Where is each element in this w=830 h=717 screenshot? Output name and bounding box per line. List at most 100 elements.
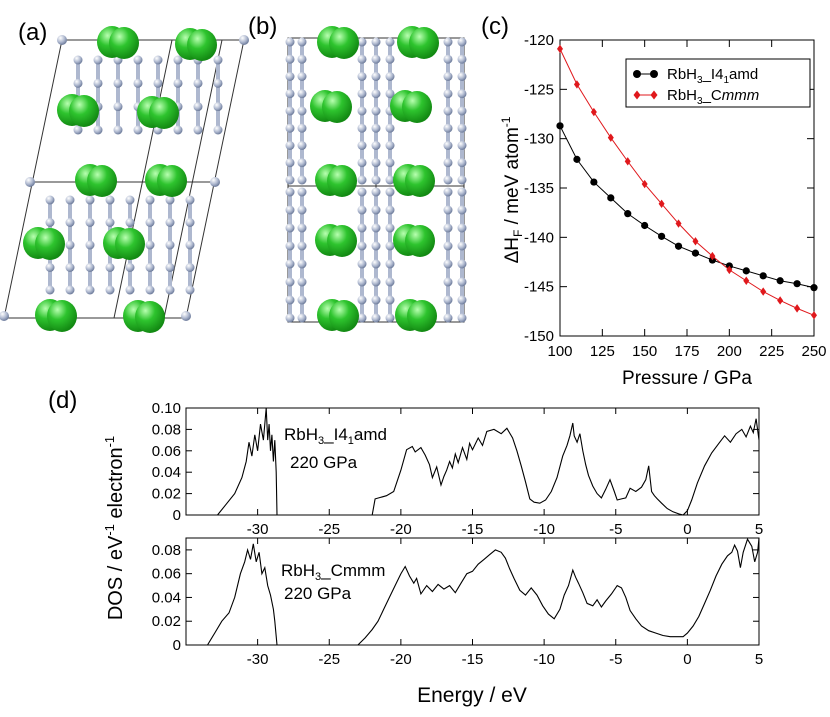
rb-atom xyxy=(329,27,359,59)
x-tick-label-d: -5 xyxy=(609,521,622,538)
dos-curve-i41amd xyxy=(217,407,760,516)
x-tick-label-d: 0 xyxy=(683,651,691,668)
h-atom xyxy=(457,141,467,150)
h-atom xyxy=(297,259,307,269)
data-point-cmmm xyxy=(607,133,614,142)
dos-chart-cmmm: -30 -25 -20 -15 -10 -5 0 5 0 0.02 0.04 0.06 0.08 RbH… xyxy=(152,537,763,707)
h-atom xyxy=(457,205,467,215)
x-tick-label-c: 150 xyxy=(632,343,657,360)
rb-atom xyxy=(109,27,139,59)
h-atom xyxy=(371,277,381,287)
y-tick-label-d: 0.10 xyxy=(152,400,181,417)
rb-atom xyxy=(87,165,117,197)
data-point-cmmm xyxy=(743,276,750,285)
dos-segment xyxy=(357,537,760,646)
h-atom xyxy=(357,106,367,116)
dos-curve-cmmm xyxy=(207,537,760,646)
legend-marker-cmmm xyxy=(650,90,658,100)
x-tick-label-d: -10 xyxy=(533,651,555,668)
h-atom xyxy=(443,175,453,185)
h-atom xyxy=(443,223,453,233)
h-atom xyxy=(443,89,453,99)
h-atom xyxy=(371,106,381,116)
h-atom xyxy=(371,223,381,233)
data-point-cmmm xyxy=(709,251,716,261)
h-atom xyxy=(443,123,453,133)
h-atom xyxy=(185,263,195,272)
h-atom xyxy=(371,313,381,323)
h-atom xyxy=(297,313,307,323)
rb-atom xyxy=(322,91,352,123)
h-atom xyxy=(443,158,453,168)
x-tick-label-c: 175 xyxy=(674,343,699,360)
h-atom xyxy=(93,125,103,135)
h-atom xyxy=(285,72,295,81)
h-atom xyxy=(297,295,307,305)
h-atom xyxy=(285,89,295,99)
h-atom xyxy=(385,123,395,133)
y-tick-label-c: -120 xyxy=(524,32,554,49)
h-atom xyxy=(443,106,453,116)
h-atom xyxy=(105,285,115,295)
h-atom xyxy=(357,241,367,251)
data-point-i41amd xyxy=(691,249,700,257)
rb-atom xyxy=(327,225,357,257)
y-tick-label-d: 0.08 xyxy=(152,421,181,438)
h-atom xyxy=(357,175,367,185)
x-tick-label-c: 100 xyxy=(547,343,572,360)
h-atom xyxy=(457,37,467,47)
h-atom xyxy=(173,125,183,135)
h-atom xyxy=(45,285,55,295)
h-atom xyxy=(193,102,203,112)
h-atom xyxy=(443,259,453,269)
h-atom xyxy=(297,141,307,150)
data-point-i41amd xyxy=(590,178,598,186)
h-atom xyxy=(85,195,95,205)
h-atom xyxy=(133,125,143,135)
h-atom xyxy=(457,72,467,81)
data-point-i41amd xyxy=(776,277,784,285)
data-point-cmmm xyxy=(557,44,563,54)
data-point-cmmm xyxy=(760,287,767,296)
h-atom xyxy=(297,187,307,197)
h-atom xyxy=(85,218,95,227)
h-atom xyxy=(371,205,381,215)
h-atom xyxy=(385,175,395,185)
h-atom xyxy=(105,195,115,205)
y-tick-label-d: 0.02 xyxy=(152,486,181,503)
h-atom xyxy=(285,205,295,215)
h-atom xyxy=(443,141,453,150)
h-atom xyxy=(385,313,395,323)
h-atom xyxy=(457,295,467,305)
h-atom xyxy=(371,187,381,197)
series-line-1 xyxy=(559,48,815,316)
h-atom xyxy=(165,263,175,272)
h-atom xyxy=(57,35,67,45)
h-atom xyxy=(93,78,103,88)
h-atom xyxy=(297,54,307,64)
h-atom xyxy=(385,72,395,81)
rb-atom xyxy=(115,228,145,260)
data-point-i41amd xyxy=(759,272,767,280)
h-atom xyxy=(443,313,453,323)
h-atom xyxy=(113,78,123,88)
panel-label-b: (b) xyxy=(248,13,277,40)
h-atom xyxy=(457,89,467,99)
dos-chart-i41amd: -30 -25 -20 -15 -10 -5 0 5 0 0.02 0.04 0.06 0.08 0.10… xyxy=(152,400,763,538)
h-atom xyxy=(297,123,307,133)
x-tick-label-c: 225 xyxy=(759,343,784,360)
y-tick-label-d: 0.02 xyxy=(152,613,181,630)
data-point-i41amd xyxy=(573,155,581,163)
h-atom xyxy=(65,218,75,227)
h-atom xyxy=(113,102,123,112)
rb-atom xyxy=(135,301,165,333)
h-atom xyxy=(285,123,295,133)
h-atom xyxy=(213,55,223,65)
unit-cell-edge xyxy=(113,39,173,319)
rb-atom xyxy=(47,300,77,332)
h-atom xyxy=(73,78,83,88)
h-atom xyxy=(297,106,307,116)
h-atom xyxy=(357,89,367,99)
rb-atom xyxy=(157,165,187,197)
h-atom xyxy=(85,285,95,295)
